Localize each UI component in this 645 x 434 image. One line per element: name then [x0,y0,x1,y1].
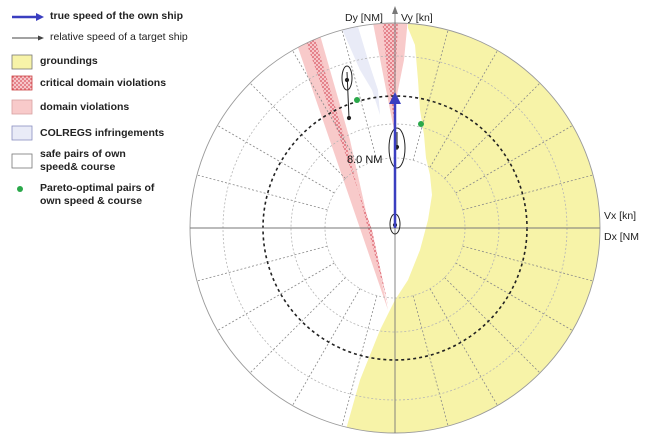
axis-label-dy: Dy [NM] [345,12,383,24]
pareto-points [354,97,424,127]
radial-line [292,288,361,406]
legend-critical-domain: critical domain violations [40,77,167,89]
radial-line [292,50,361,168]
radial-line [249,277,346,374]
legend-domain-violations: domain violations [40,101,130,113]
radial-line [455,125,573,194]
radial-line [196,174,328,211]
legend-relative-speed: relative speed of a target ship [50,31,188,43]
y-axis-arrowhead [392,6,398,14]
radial-line [444,82,541,179]
distance-label: 8.0 NM [347,154,383,166]
radial-line [429,50,498,168]
radial-line [429,288,498,406]
radial-line [455,262,573,331]
radial-line [341,29,378,161]
radial-line [341,295,378,427]
axis-label-dx: Dx [NM [604,231,639,243]
radial-line [462,174,594,211]
legend-groundings: groundings [40,55,98,67]
true-speed-arrow [389,92,401,228]
radial-line [462,245,594,282]
radial-line [412,29,449,161]
radial-line [249,82,346,179]
axis-label-vx: Vx [kn] [604,210,637,222]
legend-colregs: COLREGS infringements [40,127,165,139]
axis-label-vy: Vy [kn] [401,12,433,24]
radial-grid [196,29,594,427]
legend-true-speed: true speed of the own ship [50,10,184,22]
radial-line [444,277,541,374]
radial-line [196,245,328,282]
legend-safe-pairs: safe pairs of own speed& course [40,148,126,173]
domain-violation-region [292,28,388,310]
radial-line [217,262,335,331]
colregs-region [338,23,380,115]
radial-line [412,295,449,427]
radial-line [217,125,335,194]
legend-symbols [11,13,44,192]
legend-pareto: Pareto-optimal pairs of own speed & cour… [40,182,155,207]
